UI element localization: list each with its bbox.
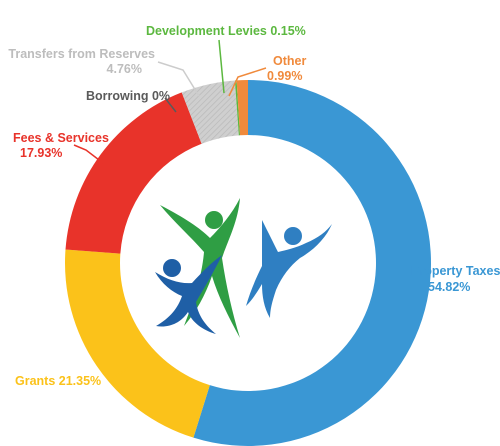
leader-line-grants: [109, 367, 129, 381]
slice-development-levies: [234, 80, 241, 136]
label-other-pct: 0.99%: [267, 69, 302, 83]
label-property-taxes-pct: 54.82%: [428, 280, 470, 294]
leader-line-borrowing: [164, 97, 177, 113]
logo-figure-left: [155, 255, 222, 334]
slice-other: [236, 80, 248, 136]
label-dev-levies: Development Levies 0.15%: [146, 24, 306, 38]
label-fees-pct: 17.93%: [20, 146, 62, 160]
label-fees-name: Fees & Services: [13, 131, 109, 145]
logo-people-icon: [155, 198, 332, 338]
slice-fees-services: [65, 92, 202, 254]
label-grants: Grants 21.35%: [15, 374, 101, 388]
label-property-taxes-name: Property Taxes: [411, 264, 500, 278]
leader-line-transfers: [157, 61, 200, 97]
label-transfers-pct: 4.76%: [107, 62, 142, 76]
label-borrowing: Borrowing 0%: [86, 89, 170, 103]
donut-slices: [64, 80, 431, 446]
label-other-name: Other: [273, 54, 306, 68]
logo-figure-green: [160, 198, 240, 338]
label-transfers-name: Transfers from Reserves: [8, 47, 155, 61]
leader-lines: [73, 39, 430, 381]
leader-line-fees: [73, 144, 104, 164]
logo-figure-right: [246, 220, 332, 318]
slice-grants: [64, 249, 210, 438]
slice-transfers-from-reserves: [181, 80, 239, 144]
leader-line-dev-levies: [218, 39, 225, 94]
slice-property-taxes: [193, 80, 431, 446]
leader-line-other: [228, 67, 267, 97]
